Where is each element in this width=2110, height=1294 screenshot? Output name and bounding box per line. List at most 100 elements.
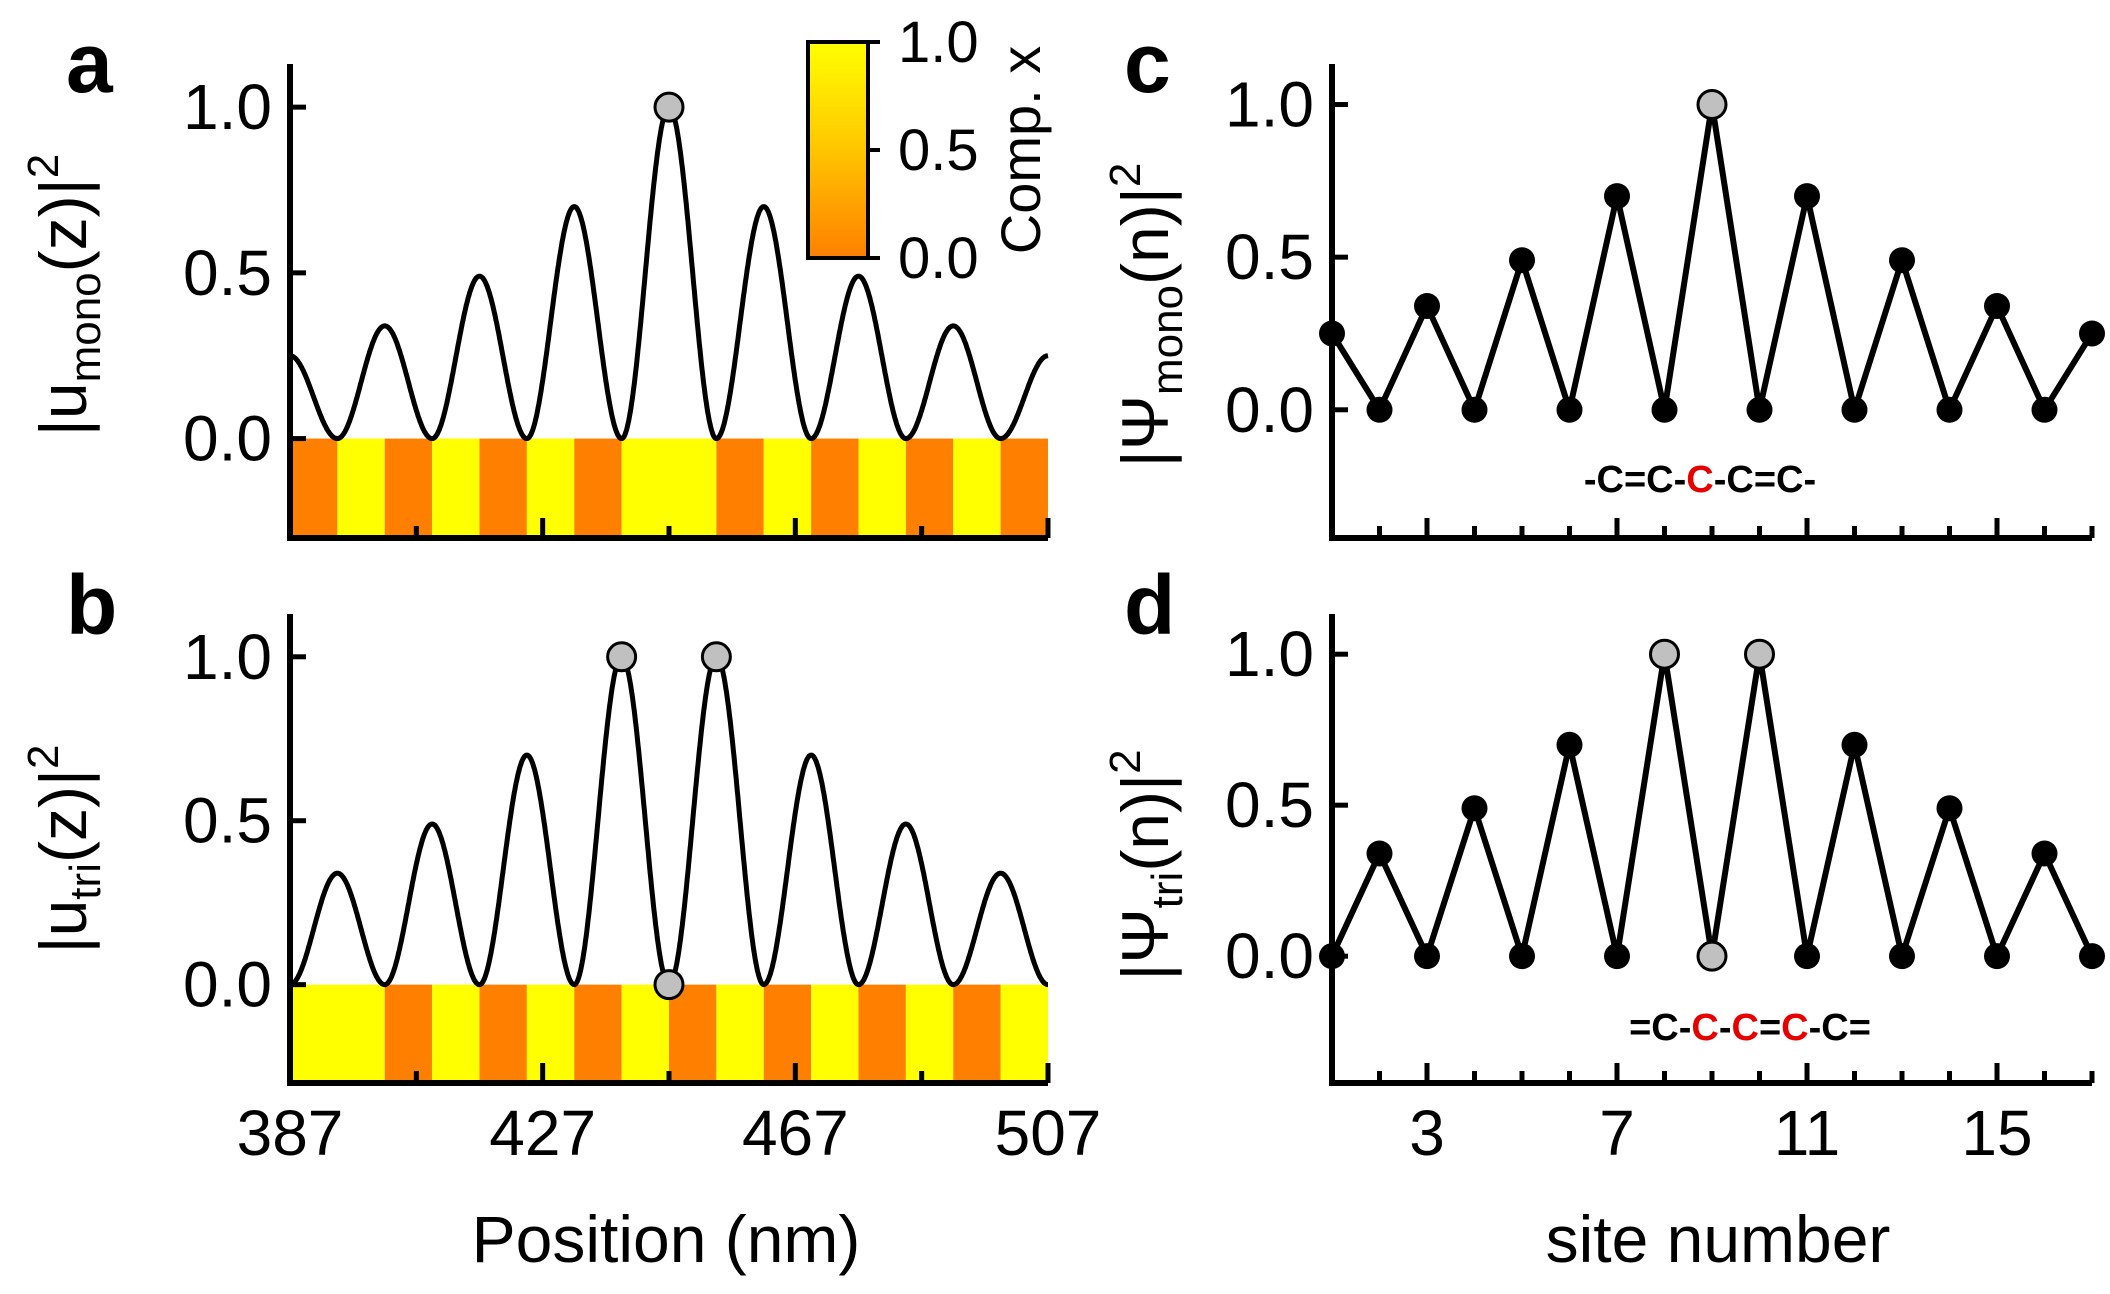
panel-c-ytick-label: 0.5 (1225, 221, 1314, 293)
mol-token: C (1646, 459, 1673, 501)
panel-b-composition-stripe (384, 984, 433, 1083)
panel-c-point (1366, 396, 1393, 423)
panel-c-point (1414, 293, 1440, 319)
panel-c-point (1461, 396, 1488, 423)
colorbar-tick-label: 0.5 (898, 118, 979, 183)
panel-c-point (2079, 320, 2105, 347)
panel-d-point (2079, 943, 2105, 970)
panel-b-composition-stripe (290, 984, 385, 1083)
mol-token: C (1821, 1007, 1848, 1049)
panel-a-composition-stripe (574, 438, 622, 538)
panel-c-ytick-label: 1.0 (1225, 69, 1314, 141)
panel-d-series-line (1329, 651, 2095, 960)
panel-b-xlabel: Position (nm) (472, 1202, 861, 1276)
mol-token: = (1759, 1007, 1781, 1049)
mol-token: C (1597, 459, 1624, 501)
panel-b-composition-stripe (621, 984, 669, 1083)
panel-c-point (1794, 183, 1820, 210)
panel-d-point (1509, 943, 1535, 970)
panel-a-composition-stripe (337, 438, 385, 538)
panel-a-composition-stripe (953, 438, 1001, 538)
panel-b-highlight-marker (606, 641, 638, 673)
panel-a-composition-stripe (384, 438, 433, 538)
panel-b-chart: 0.0 0.5 1.0 387 427 467 507 (183, 614, 1101, 1169)
panel-a-composition-stripe (858, 438, 906, 538)
panel-b-composition-stripe (1000, 984, 1048, 1083)
mol-token: - (1719, 1007, 1732, 1049)
panel-d-xtick-label: 15 (1961, 1097, 2032, 1169)
panel-b-composition-stripe (526, 984, 575, 1083)
panel-c-point (1604, 183, 1630, 210)
mol-token: - (1679, 1007, 1692, 1049)
panel-a-composition-stripe (621, 438, 717, 538)
mol-token: = (1629, 1007, 1651, 1049)
panel-b-xtick-label: 507 (995, 1097, 1102, 1169)
panel-d-letter: d (1124, 558, 1175, 652)
panel-d-point (1366, 840, 1393, 867)
panel-d-point (2031, 840, 2058, 867)
panel-d-point (1649, 638, 1680, 670)
mol-token: - (1674, 459, 1687, 501)
mol-token: C (1726, 459, 1753, 501)
panel-d-point (1556, 731, 1583, 758)
panel-d-point (1889, 943, 1915, 970)
panel-a-highlight-marker (653, 91, 685, 123)
panel-b-ytick-label: 0.5 (183, 785, 272, 857)
mol-token: = (1849, 1007, 1871, 1049)
mol-token: C (1781, 1007, 1808, 1049)
panel-d-point (1841, 731, 1868, 758)
panel-c-letter: c (1124, 16, 1171, 110)
panel-d-point (1744, 638, 1775, 670)
panel-d-xlabel: site number (1546, 1202, 1891, 1276)
panel-c-point (1841, 396, 1868, 423)
panel-c-series-line (1329, 101, 2095, 413)
panel-b-xtick-label: 387 (237, 1097, 344, 1169)
panel-b-ytick-label: 0.0 (183, 949, 272, 1021)
panel-d-xtick-label: 7 (1599, 1097, 1635, 1169)
panel-c-molecule: -C=C-C-C=C- (1584, 459, 1816, 501)
panel-a-ytick-label: 1.0 (183, 71, 272, 143)
mol-token: - (1714, 459, 1727, 501)
panel-b-ylabel: |utri(z)|2 (19, 744, 110, 953)
mol-token: C (1776, 459, 1803, 501)
panel-a-composition-stripe (811, 438, 859, 538)
panel-c-point (2031, 396, 2058, 423)
panel-a-composition-stripe (763, 438, 812, 538)
panel-d-point (1461, 795, 1488, 822)
panel-c-point (1651, 396, 1678, 423)
panel-d-point (1794, 943, 1820, 970)
panel-c-point (1984, 293, 2010, 319)
panel-d-xtick-label: 11 (1774, 1097, 1840, 1169)
panel-d-ytick-label: 1.0 (1225, 618, 1314, 690)
panel-b-xtick-label: 427 (489, 1097, 596, 1169)
panel-b-composition-stripe (905, 984, 954, 1083)
colorbar-tick-label: 1.0 (898, 10, 979, 75)
panel-c-ytick-label: 0.0 (1225, 374, 1314, 446)
colorbar (806, 40, 870, 260)
panel-b-composition-stripe (574, 984, 622, 1083)
mol-token: = (1624, 459, 1646, 501)
panel-c-point (1696, 89, 1728, 121)
panel-b-composition-stripe (858, 984, 906, 1083)
panel-b-composition-stripe (811, 984, 859, 1083)
panel-d-ytick-label: 0.0 (1225, 920, 1314, 992)
panel-a-composition-stripe (526, 438, 575, 538)
panel-a-composition-stripe (905, 438, 954, 538)
panel-d-molecule: =C-C-C=C-C= (1629, 1007, 1871, 1049)
mol-token: - (1584, 459, 1597, 501)
mol-token: = (1754, 459, 1776, 501)
panel-c-point (1556, 396, 1583, 423)
panel-d-point (1414, 943, 1440, 970)
panel-d-point (1936, 795, 1963, 822)
panel-a-composition-stripe (479, 438, 527, 538)
panel-b-composition-stripe (669, 984, 717, 1083)
panel-a-chart: 0.0 0.5 1.0 (183, 64, 1051, 541)
panel-b-ytick-label: 1.0 (183, 621, 272, 693)
panel-b-composition-stripe (763, 984, 812, 1083)
mol-token: - (1803, 459, 1816, 501)
mol-token: C (1686, 459, 1713, 501)
panel-a-composition-stripe (1000, 438, 1048, 538)
panel-c-point (1746, 396, 1773, 423)
panel-d-ylabel: |Ψtri(n)|2 (1101, 749, 1192, 980)
